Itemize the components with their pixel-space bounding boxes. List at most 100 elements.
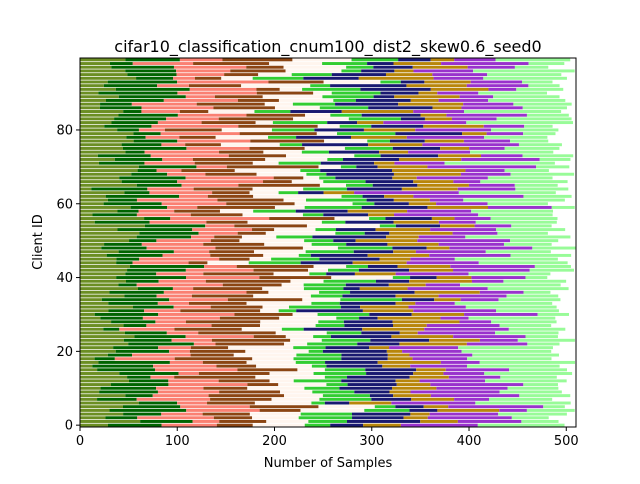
bar-segment <box>80 405 123 409</box>
bar-segment <box>253 268 309 272</box>
bar-segment <box>103 327 120 331</box>
bar-segment <box>362 194 385 198</box>
bar-segment <box>475 401 571 405</box>
bar-segment <box>336 316 360 320</box>
bar-segment <box>280 390 313 394</box>
bar-segment <box>117 128 139 132</box>
bar-segment <box>330 423 364 427</box>
bar-segment <box>300 169 321 173</box>
bar-segment <box>241 84 311 88</box>
bar-segment <box>500 375 557 379</box>
x-tick-label: 500 <box>554 434 579 449</box>
bar-segment <box>274 106 320 110</box>
bar-segment <box>426 324 500 327</box>
bar-segment <box>208 394 285 398</box>
bar-segment <box>415 128 492 132</box>
bar-segment <box>466 121 573 125</box>
y-axis: 0 20 40 60 80 <box>56 123 80 434</box>
bar-segment <box>263 253 299 257</box>
bar-segment <box>458 191 556 195</box>
bar-segment <box>367 139 390 143</box>
bar-segment <box>127 375 151 379</box>
bar-segment <box>469 146 505 150</box>
bar-segment <box>193 187 253 191</box>
bar-segment <box>523 290 551 294</box>
bar-segment <box>487 176 553 180</box>
bar-segment <box>438 154 482 158</box>
bar-segment <box>302 87 361 91</box>
bar-segment <box>427 205 488 209</box>
bar-segment <box>436 276 472 280</box>
bar-segment <box>161 412 203 416</box>
bar-segment <box>471 209 554 213</box>
bar-segment <box>117 228 193 232</box>
bar-segment <box>100 316 143 320</box>
bar-segment <box>190 213 243 217</box>
bar-segment <box>260 324 316 327</box>
bar-segment <box>125 272 157 276</box>
bar-segment <box>306 224 380 228</box>
bar-segment <box>157 121 202 125</box>
bar-segment <box>459 95 494 99</box>
bar-segment <box>185 143 221 147</box>
bar-segment <box>311 401 325 405</box>
bar-segment <box>402 349 462 353</box>
bar-segment <box>298 191 324 195</box>
bar-segment <box>80 276 117 280</box>
bar-segment <box>138 401 178 405</box>
bar-segment <box>185 176 274 180</box>
bar-segment <box>395 294 439 298</box>
bar-segment <box>136 213 191 217</box>
bar-segment <box>367 62 394 66</box>
bar-segment <box>111 65 174 69</box>
bar-segment <box>271 257 320 261</box>
bar-segment <box>484 135 548 139</box>
bar-segment <box>415 250 486 254</box>
bar-segment <box>80 202 104 206</box>
bar-segment <box>324 139 368 143</box>
bar-segment <box>487 287 569 291</box>
bar-segment <box>495 331 559 335</box>
bar-segment <box>333 239 356 243</box>
bar-segment <box>399 342 467 346</box>
bar-segment <box>210 239 240 243</box>
bar-segment <box>373 95 395 99</box>
bar-segment <box>517 338 575 342</box>
bar-segment <box>105 416 138 420</box>
bar-segment <box>412 357 468 361</box>
bar-segment <box>273 272 310 276</box>
bar-segment <box>80 305 134 309</box>
bar-segment <box>354 191 459 195</box>
bar-segment <box>470 80 522 84</box>
bar-segment <box>100 386 157 390</box>
bar-segment <box>375 228 431 232</box>
bar-segment <box>322 62 368 66</box>
bar-segment <box>185 95 215 99</box>
bar-segment <box>80 423 108 427</box>
bar-segment <box>98 91 178 95</box>
bar-segment <box>510 239 559 243</box>
bar-segment <box>230 69 286 73</box>
bar-segment <box>233 353 297 357</box>
bar-segment <box>310 294 343 298</box>
bar-segment <box>190 346 229 350</box>
bar-segment <box>418 91 438 95</box>
bar-segment <box>436 386 508 390</box>
bar-segment <box>509 368 567 372</box>
bar-segment <box>318 320 344 324</box>
bar-segment <box>430 394 520 398</box>
bar-segment <box>80 250 119 254</box>
bar-segment <box>411 397 455 401</box>
bar-segment <box>513 102 572 106</box>
bar-segment <box>180 405 250 409</box>
bar-segment <box>227 298 303 302</box>
x-tick-label: 200 <box>262 434 287 449</box>
bar-segment <box>104 124 152 128</box>
bar-segment <box>173 305 211 309</box>
bar-segment <box>296 309 363 313</box>
bar-segment <box>528 62 565 66</box>
bar-segment <box>247 220 322 224</box>
bar-segment <box>80 346 114 350</box>
bar-segment <box>118 113 178 117</box>
bar-segment <box>415 301 455 305</box>
